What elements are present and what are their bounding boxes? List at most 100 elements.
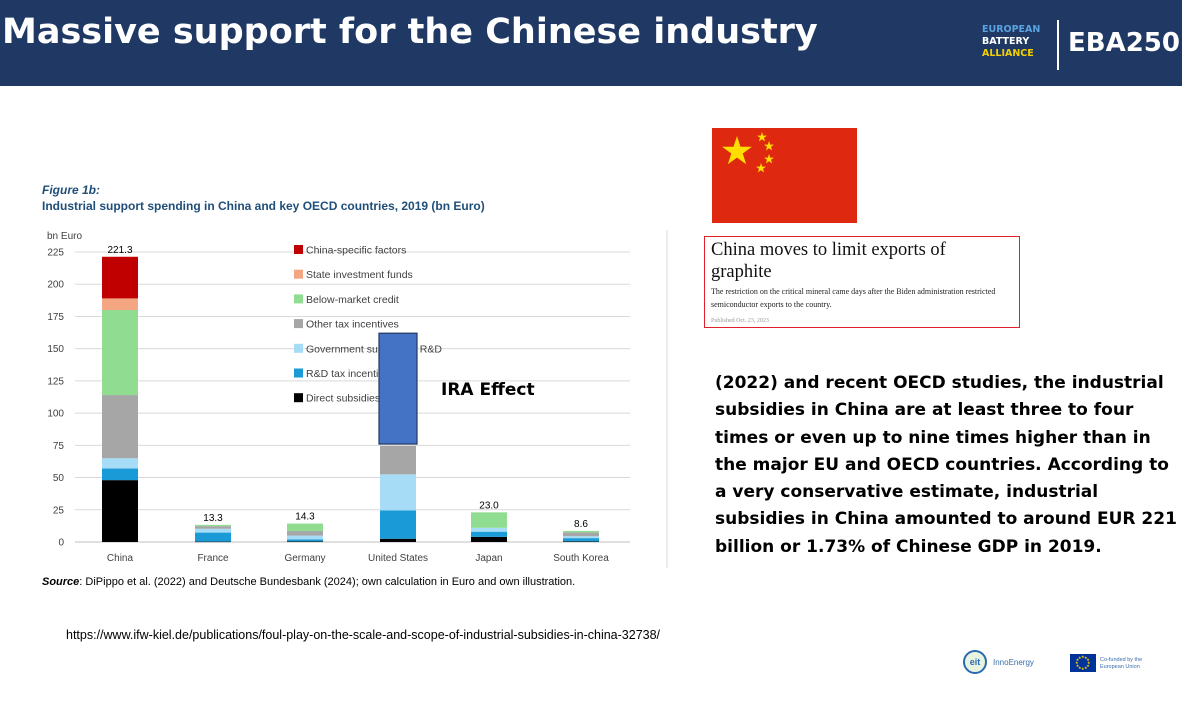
legend-label: State investment funds <box>306 269 413 281</box>
eba-logo: EUROPEAN BATTERY ALLIANCE <box>982 24 1062 60</box>
ira-effect-label: IRA Effect <box>441 380 535 400</box>
logo-divider <box>1057 20 1059 70</box>
chart-title: Industrial support spending in China and… <box>42 199 485 213</box>
eu-star-icon: ★ <box>1086 657 1090 662</box>
bar-segment <box>287 531 323 536</box>
flag-small-star-4 <box>756 163 766 173</box>
legend-swatch <box>294 319 303 329</box>
y-tick-label: 0 <box>58 538 64 549</box>
y-tick-label: 125 <box>47 376 64 387</box>
eu-star-icon: ★ <box>1078 654 1082 660</box>
eba250-badge: EBA250 <box>1068 28 1180 58</box>
bar-segment <box>380 510 416 539</box>
y-tick-label: 25 <box>53 505 65 516</box>
bar-segment <box>287 535 323 540</box>
flag-small-star-1 <box>757 132 767 142</box>
bar-segment <box>471 512 507 528</box>
legend-swatch <box>294 269 303 279</box>
bar-segment <box>563 538 599 542</box>
y-tick-label: 100 <box>47 409 64 420</box>
eu-star-icon: ★ <box>1086 663 1090 668</box>
y-tick-label: 175 <box>47 312 64 323</box>
logo-line-battery: BATTERY <box>982 36 1030 47</box>
y-tick-label: 150 <box>47 344 64 355</box>
eu-star-icon: ★ <box>1075 657 1080 662</box>
x-tick-label: China <box>107 553 134 564</box>
legend-label: Government support for R&D <box>306 343 442 355</box>
bar-segment <box>195 541 231 543</box>
logo-line-alliance: ALLIANCE <box>982 48 1034 59</box>
bar-segment <box>380 538 416 542</box>
bar-total-label: 23.0 <box>479 500 499 511</box>
flag-small-star-3 <box>764 154 774 164</box>
bar-segment <box>563 530 599 533</box>
y-axis-label: bn Euro <box>47 231 82 242</box>
legend-swatch <box>294 368 303 378</box>
x-tick-label: Germany <box>284 553 325 564</box>
bar-segment <box>195 528 231 533</box>
x-tick-label: France <box>197 553 229 564</box>
source-text: : DiPippo et al. (2022) and Deutsche Bun… <box>79 576 576 588</box>
legend-label: R&D tax incentives <box>306 368 395 380</box>
y-tick-label: 75 <box>53 441 65 452</box>
eu-star-icon: ★ <box>1075 660 1079 665</box>
bar-segment <box>102 468 138 481</box>
x-tick-label: Japan <box>475 553 502 564</box>
flag-small-star-2 <box>764 141 774 151</box>
legend-label: Other tax incentives <box>306 319 399 331</box>
bar-segment <box>102 256 138 299</box>
bar-total-label: 221.3 <box>107 245 132 256</box>
eu-star-icon: ★ <box>1084 665 1088 671</box>
bar-segment <box>287 539 323 542</box>
eu-star-icon: ★ <box>1084 654 1088 660</box>
bar-segment <box>195 524 231 527</box>
legend-swatch <box>294 294 303 304</box>
y-tick-label: 200 <box>47 280 64 291</box>
logo-line-european: EUROPEAN <box>982 24 1041 35</box>
ira-effect-bar <box>378 332 418 445</box>
source-label: Source <box>42 576 80 588</box>
bar-segment <box>471 527 507 532</box>
figure-label: Figure 1b: <box>42 183 101 197</box>
eit-logo: eit <box>963 650 987 674</box>
legend-swatch <box>294 393 303 403</box>
bar-segment <box>102 480 138 542</box>
bar-segment <box>102 310 138 396</box>
bar-segment <box>195 526 231 529</box>
news-date: Published Oct. 23, 2023 <box>711 318 769 324</box>
bar-segment <box>380 445 416 475</box>
y-tick-label: 225 <box>47 248 64 259</box>
reference-url[interactable]: https://www.ifw-kiel.de/publications/fou… <box>66 628 661 642</box>
bar-segment <box>471 536 507 542</box>
news-headline: China moves to limit exports of graphite <box>711 240 946 282</box>
bar-segment <box>563 532 599 537</box>
x-tick-label: United States <box>368 553 428 564</box>
bar-total-label: 8.6 <box>574 519 588 530</box>
page-title: Massive support for the Chinese industry <box>2 12 818 52</box>
bar-segment <box>563 541 599 542</box>
eu-flag-icon: ★ ★ ★ ★ ★ ★ ★ ★ ★ ★ ★ ★ <box>1070 654 1096 672</box>
innoenergy-label: InnoEnergy <box>993 658 1034 667</box>
legend-label: China-specific factors <box>306 245 406 257</box>
bar-segment <box>471 531 507 537</box>
eu-star-icon: ★ <box>1081 666 1085 671</box>
bar-segment <box>287 523 323 532</box>
header-bar: Massive support for the Chinese industry… <box>0 0 1182 86</box>
bar-segment <box>287 541 323 542</box>
legend-swatch <box>294 343 303 353</box>
x-tick-label: South Korea <box>553 553 609 564</box>
legend-swatch <box>294 245 303 254</box>
chart-source: Source: DiPippo et al. (2022) and Deutsc… <box>42 576 575 588</box>
news-clipping: China moves to limit exports of graphite… <box>704 236 1020 328</box>
bar-segment <box>380 474 416 511</box>
eu-star-icon: ★ <box>1075 663 1080 668</box>
bar-segment <box>102 395 138 459</box>
legend-label: Direct subsidies <box>306 393 380 405</box>
bar-total-label: 14.3 <box>295 512 315 523</box>
bar-segment <box>563 536 599 539</box>
bar-segment <box>102 458 138 469</box>
eu-star-icon: ★ <box>1078 665 1082 671</box>
flag-big-star <box>722 136 752 165</box>
eu-cofunded-label: Co-funded by the European Union <box>1100 657 1143 670</box>
